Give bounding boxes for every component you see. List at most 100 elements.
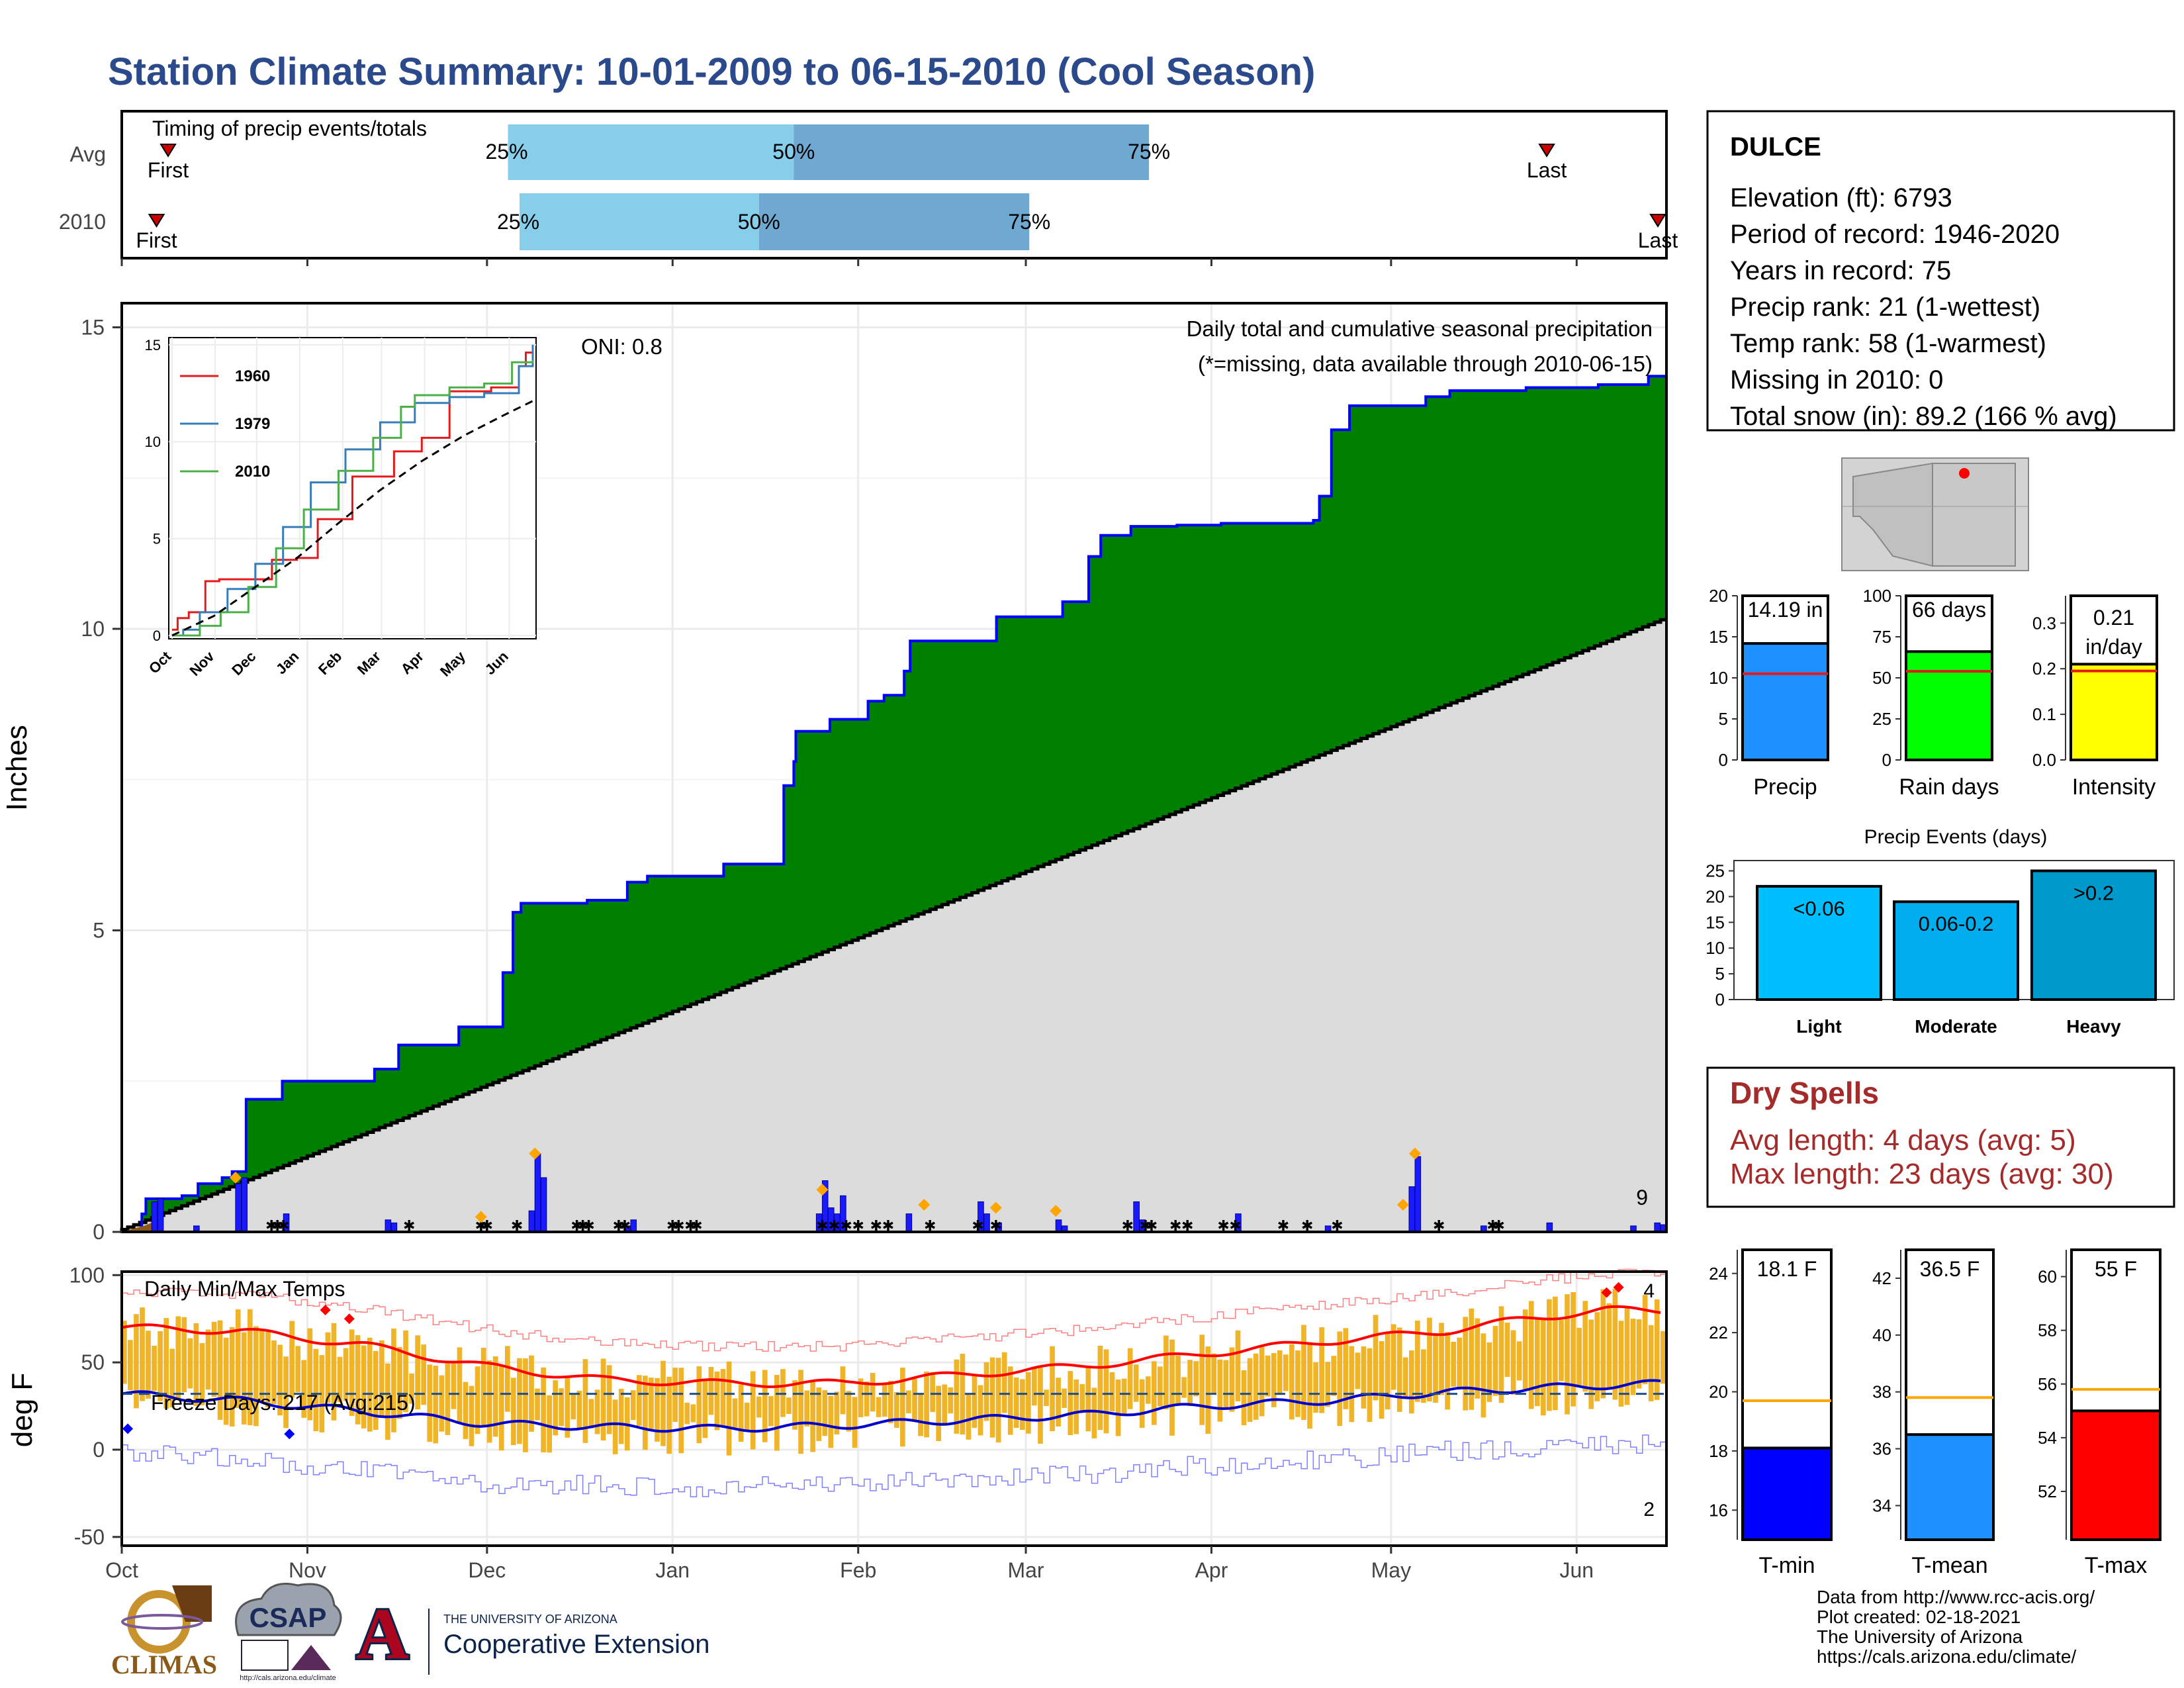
daily-temp-bar <box>158 1331 163 1401</box>
daily-temp-bar <box>1427 1317 1432 1402</box>
daily-temp-bar <box>367 1337 373 1432</box>
daily-temp-bar <box>1163 1335 1169 1410</box>
daily-temp-bar <box>1390 1324 1396 1390</box>
precip-ytick-label: 5 <box>93 918 105 942</box>
daily-temp-bar <box>887 1381 893 1424</box>
snow-marker-icon: ✱ <box>882 1217 894 1234</box>
event-category-label: Heavy <box>2066 1016 2121 1037</box>
daily-temp-bar <box>1062 1388 1067 1408</box>
event-bar-heavy <box>2030 869 2157 1001</box>
temp-bar-tick-label: 56 <box>2038 1374 2057 1394</box>
inset-ytick-label: 10 <box>145 434 161 450</box>
daily-temp-bar <box>1103 1349 1109 1434</box>
daily-temp-bar <box>816 1387 822 1441</box>
daily-temp-bar <box>373 1350 379 1430</box>
precip-events: Precip Events (days) 0 5 10 15 20 25 <0.06 Ligh… <box>1706 826 2175 1037</box>
daily-temp-bar <box>1158 1366 1163 1407</box>
inset-series-line <box>172 344 534 637</box>
daily-temp-bar <box>732 1398 738 1428</box>
daily-temp-bar <box>1199 1335 1205 1425</box>
daily-temp-bar <box>798 1370 803 1454</box>
event-category-label: Light <box>1796 1016 1841 1037</box>
month-label: May <box>1371 1558 1411 1582</box>
daily-temp-bar <box>612 1399 618 1454</box>
timing-last-label: Last <box>1638 228 1678 252</box>
inset-legend-label: 1960 <box>235 367 270 385</box>
daily-temp-bar <box>343 1348 349 1401</box>
bar-tick-label: 50 <box>1872 668 1891 688</box>
page-title: Station Climate Summary: 10-01-2009 to 0… <box>108 50 1315 93</box>
daily-temp-bar <box>1648 1325 1654 1401</box>
cumulative-precip-line <box>122 375 1666 1233</box>
daily-temp-bar <box>768 1396 774 1427</box>
daily-precip-bar <box>1654 1222 1661 1233</box>
events-tick-label: 25 <box>1706 861 1725 881</box>
daily-temp-bar <box>253 1326 259 1427</box>
station-info: DULCE Elevation (ft): 6793 Period of rec… <box>1706 110 2175 432</box>
snow-marker-icon: ✱ <box>619 1217 631 1234</box>
daily-temp-bar <box>480 1348 486 1427</box>
snow-marker-icon: ✱ <box>481 1217 493 1234</box>
snow-marker-icon: ✱ <box>870 1217 882 1234</box>
ua-big-text: Cooperative Extension <box>443 1630 709 1659</box>
daily-temp-bar <box>1576 1327 1582 1386</box>
daily-temp-bar <box>1301 1325 1306 1420</box>
daily-temp-bar <box>966 1394 972 1440</box>
daily-temp-bar <box>128 1340 133 1391</box>
daily-temp-bar <box>163 1318 169 1409</box>
temp-bar-value-label: 36.5 F <box>1920 1257 1980 1281</box>
daily-temp-bar <box>570 1393 576 1420</box>
daily-temp-bar <box>439 1375 445 1432</box>
snow-marker-icon: ✱ <box>972 1217 983 1234</box>
daily-temp-bar <box>1492 1326 1498 1396</box>
daily-temp-bar <box>235 1309 241 1409</box>
timing-first-label: First <box>148 158 189 182</box>
daily-temp-bar <box>792 1380 797 1430</box>
daily-temp-bar <box>1001 1352 1007 1413</box>
station-line: Total snow (in): 89.2 (166 % avg) <box>1730 402 2117 431</box>
daily-temp-bar <box>1510 1330 1516 1395</box>
daily-temp-bar <box>1331 1356 1337 1396</box>
daily-temp-bar <box>511 1378 516 1446</box>
daily-temp-bar <box>1097 1345 1103 1430</box>
daily-temp-bar <box>1265 1355 1271 1397</box>
daily-temp-bar <box>1421 1349 1426 1403</box>
daily-temp-bar <box>433 1366 439 1444</box>
daily-temp-bar <box>1396 1327 1402 1412</box>
daily-temp-bar <box>600 1358 606 1441</box>
daily-temp-bar <box>1313 1362 1318 1413</box>
daily-temp-bar <box>690 1404 696 1423</box>
bar-tick-label: 0.1 <box>2032 704 2056 724</box>
daily-temp-bar <box>403 1330 408 1413</box>
daily-temp-bar <box>1409 1350 1414 1414</box>
timing-last-label: Last <box>1527 158 1567 182</box>
snow-marker-icon: ✱ <box>570 1217 582 1234</box>
daily-temp-bar <box>1187 1360 1193 1407</box>
bar-value-label: 14.19 in <box>1748 598 1823 622</box>
precip-ytick-label: 0 <box>93 1220 105 1244</box>
normal-precip-line <box>120 618 1666 1232</box>
daily-temp-bar <box>714 1371 720 1430</box>
snow-marker-icon: ✱ <box>684 1217 696 1234</box>
daily-temp-bar <box>565 1376 570 1438</box>
snow-marker-icon: ✱ <box>277 1217 289 1234</box>
daily-temp-bar <box>643 1376 648 1450</box>
temp-count-top: 4 <box>1643 1280 1655 1302</box>
daily-temp-bar <box>678 1368 684 1454</box>
daily-temp-bar <box>1271 1353 1277 1407</box>
daily-temp-bar <box>1367 1348 1373 1423</box>
temp-ytick-label: 0 <box>93 1438 105 1462</box>
record-max-line <box>122 1268 1666 1352</box>
daily-temp-bar <box>1361 1346 1367 1409</box>
daily-precip-bar <box>1133 1201 1140 1233</box>
daily-temp-bar <box>1109 1372 1115 1412</box>
oni-label: ONI: 0.8 <box>581 334 662 359</box>
daily-temp-bar <box>1091 1387 1097 1438</box>
temp-chart-title: Daily Min/Max Temps <box>144 1277 345 1301</box>
temp-panel: Daily Min/Max Temps Freeze Days: 217 (Av… <box>6 1263 1668 1582</box>
daily-temp-bar <box>1349 1346 1355 1423</box>
daily-temp-bar <box>834 1391 840 1434</box>
daily-temp-bar <box>948 1387 954 1414</box>
bar-tick-label: 10 <box>1709 668 1728 688</box>
daily-temp-bar <box>983 1362 989 1421</box>
